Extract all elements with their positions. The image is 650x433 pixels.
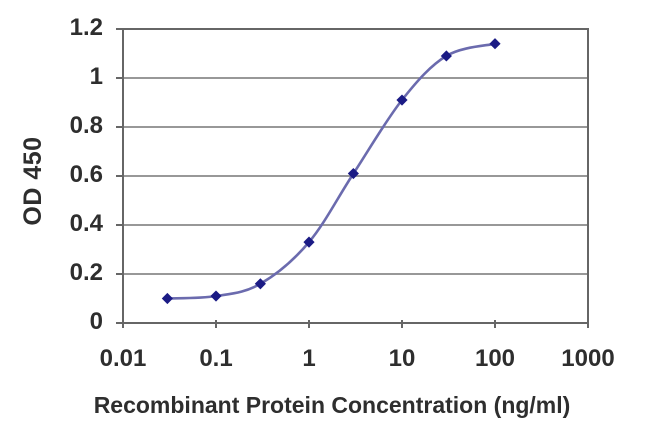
y-tick-label: 0.8 <box>69 112 103 139</box>
plot-border <box>122 28 589 324</box>
y-tick-label: 0.2 <box>69 259 103 286</box>
y-tick-label: 1.2 <box>69 14 103 41</box>
y-tick-label: 0.6 <box>69 161 103 188</box>
x-tick-label: 1000 <box>561 345 615 372</box>
data-point-marker <box>254 278 266 290</box>
data-point-marker <box>161 292 173 305</box>
x-tick-label: 10 <box>388 345 416 372</box>
data-point-marker <box>347 167 359 180</box>
data-point-marker <box>440 50 452 62</box>
y-tick-label: 0.4 <box>69 210 103 237</box>
x-tick-label: 0.01 <box>99 345 147 372</box>
x-tick-label: 0.1 <box>199 345 233 372</box>
data-point-marker <box>396 94 408 106</box>
x-tick-label: 1 <box>302 345 316 372</box>
data-point-marker <box>210 290 222 302</box>
data-point-marker <box>303 236 315 248</box>
x-tick-label: 100 <box>474 345 516 372</box>
data-point-marker <box>489 38 501 50</box>
y-tick-label: 0 <box>89 308 103 335</box>
series-line <box>166 42 497 300</box>
x-axis-title: Recombinant Protein Concentration (ng/ml… <box>93 392 571 418</box>
y-tick-label: 1 <box>89 63 103 90</box>
